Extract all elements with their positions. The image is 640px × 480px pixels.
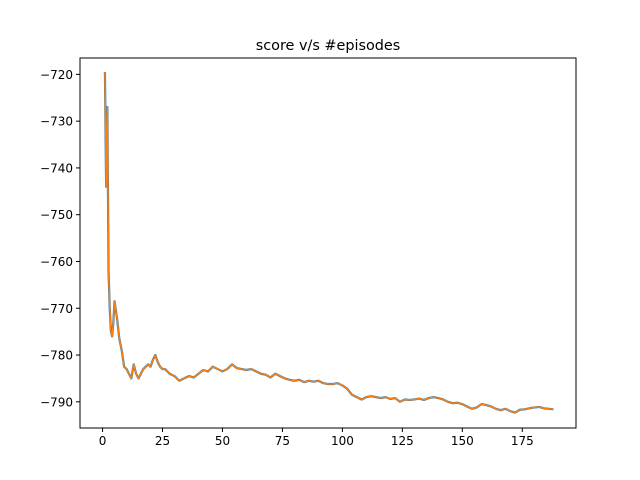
x-tick-label: 175 xyxy=(511,434,534,448)
y-tick-label: −750 xyxy=(40,208,73,222)
y-tick-label: −780 xyxy=(40,349,73,363)
y-tick-label: −790 xyxy=(40,395,73,409)
series-layer xyxy=(103,72,554,414)
chart-title: score v/s #episodes xyxy=(256,38,401,54)
x-tick-label: 125 xyxy=(391,434,414,448)
y-tick-label: −760 xyxy=(40,255,73,269)
x-tick-label: 75 xyxy=(275,434,290,448)
x-axis: 0 25 50 75 100 125 150 175 xyxy=(99,428,534,448)
plot-frame xyxy=(79,57,577,429)
y-tick-label: −730 xyxy=(40,115,73,129)
x-tick-label: 0 xyxy=(99,434,107,448)
y-tick-label: −720 xyxy=(40,68,73,82)
x-tick-label: 50 xyxy=(215,434,230,448)
y-axis: −720 −730 −740 −750 −760 −770 −780 −790 xyxy=(40,68,80,409)
y-tick-label: −740 xyxy=(40,161,73,175)
x-tick-label: 150 xyxy=(451,434,474,448)
y-tick-label: −770 xyxy=(40,302,73,316)
x-tick-label: 25 xyxy=(155,434,170,448)
x-tick-label: 100 xyxy=(331,434,354,448)
series-line-1 xyxy=(104,72,554,414)
